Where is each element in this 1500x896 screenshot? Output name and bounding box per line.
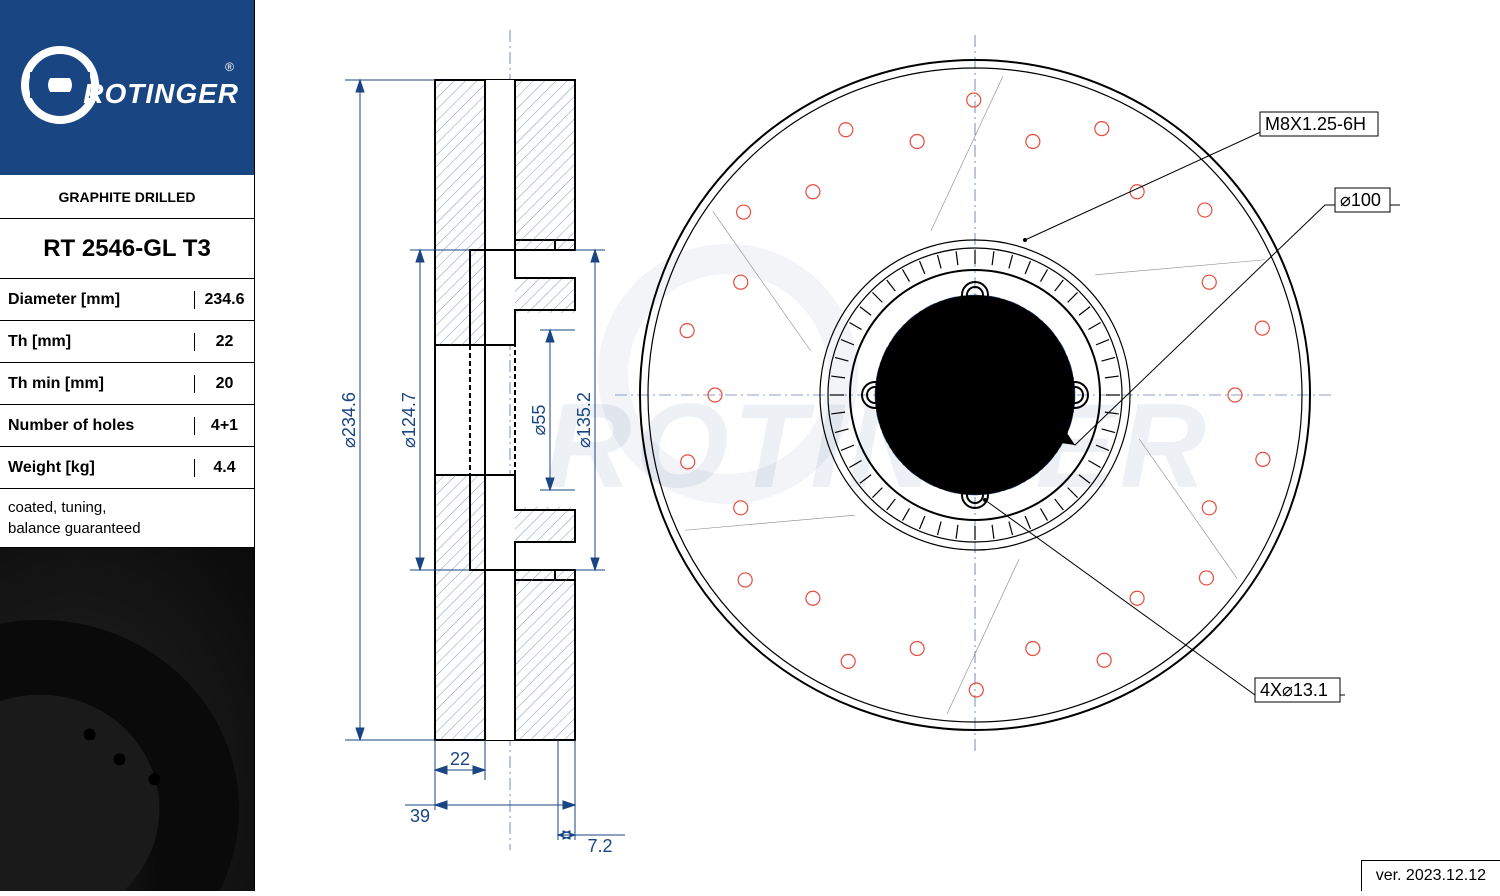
dim-thickness: 22 [450, 749, 470, 769]
drill-hole [806, 591, 820, 605]
spec-label: Th min [mm] [0, 375, 194, 393]
drill-hole [839, 123, 853, 137]
drill-hole [1095, 122, 1109, 136]
drill-hole [1199, 571, 1213, 585]
brand-logo-panel: ROTINGER ® [0, 0, 254, 175]
spec-row: Diameter [mm]234.6 [0, 279, 254, 321]
product-subtitle: GRAPHITE DRILLED [0, 175, 254, 219]
drill-hole [680, 324, 694, 338]
part-number: RT 2546-GL T3 [0, 219, 254, 279]
technical-drawing: ROTINGER [255, 0, 1500, 891]
drill-hole [1198, 203, 1212, 217]
drill-hole [738, 573, 752, 587]
dim-outer-dia: ⌀234.6 [339, 392, 359, 448]
dim-55: ⌀55 [529, 405, 549, 436]
drill-hole [967, 93, 981, 107]
drill-hole [1256, 452, 1270, 466]
product-notes: coated, tuning, balance guaranteed [0, 489, 149, 547]
drill-hole [1097, 653, 1111, 667]
callout-pcd: ⌀100 [1340, 190, 1381, 210]
spec-label: Diameter [mm] [0, 291, 194, 309]
drill-hole [969, 683, 983, 697]
spec-value: 20 [194, 375, 254, 393]
spec-row: Th min [mm]20 [0, 363, 254, 405]
drill-hole [734, 275, 748, 289]
registered-icon: ® [225, 60, 234, 74]
drill-hole [1026, 641, 1040, 655]
dim-offset: 39 [410, 806, 430, 826]
drill-hole [1026, 135, 1040, 149]
drill-hole [681, 455, 695, 469]
spec-value: 22 [194, 333, 254, 351]
dim-flange: 7.2 [587, 836, 612, 856]
dim-135: ⌀135.2 [574, 392, 594, 448]
version-label: ver. 2023.12.12 [1361, 860, 1500, 891]
drill-hole [1255, 321, 1269, 335]
spec-row: Number of holes4+1 [0, 405, 254, 447]
spec-value: 4+1 [194, 417, 254, 435]
drill-hole [910, 135, 924, 149]
drill-hole [1130, 591, 1144, 605]
spec-value: 234.6 [194, 291, 254, 309]
callout-thread: M8X1.25-6H [1265, 114, 1366, 134]
brand-name: ROTINGER [83, 78, 239, 110]
product-photo [0, 548, 254, 891]
drill-hole [1202, 275, 1216, 289]
spec-label: Weight [kg] [0, 459, 194, 477]
drill-hole [737, 205, 751, 219]
drill-hole [1202, 501, 1216, 515]
spec-label: Th [mm] [0, 333, 194, 351]
drill-hole [910, 641, 924, 655]
spec-label: Number of holes [0, 417, 194, 435]
spec-row: Weight [kg]4.4 [0, 447, 254, 489]
drill-hole [734, 501, 748, 515]
drill-hole [806, 185, 820, 199]
spec-row: Th [mm]22 [0, 321, 254, 363]
callout-holes: 4X⌀13.1 [1260, 680, 1328, 700]
spec-value: 4.4 [194, 459, 254, 477]
spec-sidebar: ROTINGER ® GRAPHITE DRILLED RT 2546-GL T… [0, 0, 255, 891]
drill-hole [841, 654, 855, 668]
dim-124: ⌀124.7 [399, 392, 419, 448]
